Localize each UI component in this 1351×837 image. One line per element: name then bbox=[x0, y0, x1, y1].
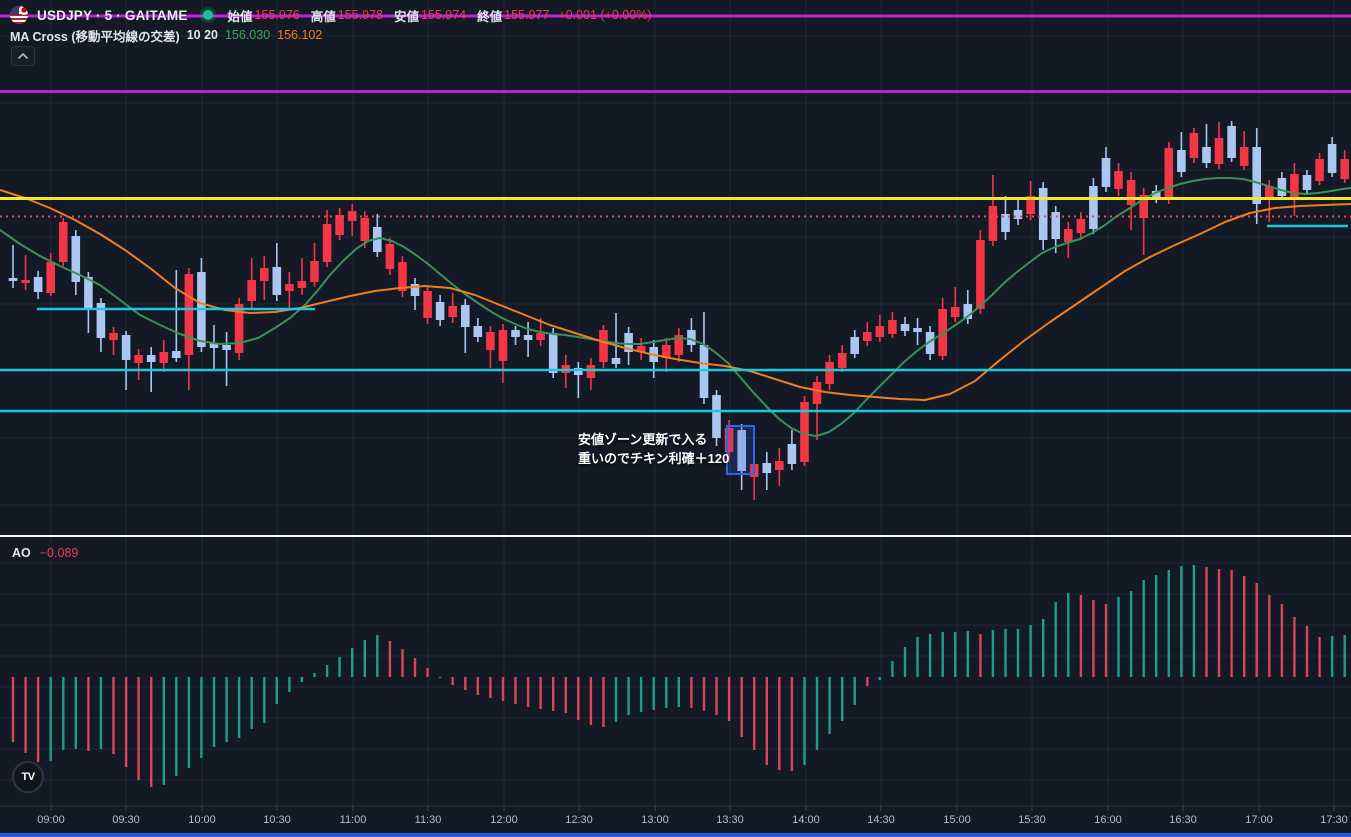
time-label[interactable]: 10:00 bbox=[188, 814, 216, 826]
time-label[interactable]: 15:30 bbox=[1018, 814, 1046, 826]
chevron-up-icon bbox=[18, 53, 28, 59]
time-label[interactable]: 14:00 bbox=[792, 814, 820, 826]
position-highlight-box[interactable] bbox=[726, 425, 755, 475]
trade-note-line1: 安値ゾーン更新で入る bbox=[578, 432, 708, 447]
trade-note-annotation[interactable]: 安値ゾーン更新で入る 重いのでチキン利確＋120 bbox=[578, 430, 729, 468]
tradingview-logo[interactable]: TV bbox=[12, 761, 44, 793]
time-label[interactable]: 09:00 bbox=[37, 814, 65, 826]
ma-fast-value: 156.030 bbox=[224, 28, 271, 42]
change-value: +0.001 (+0.00%) bbox=[558, 8, 652, 22]
ao-histogram bbox=[11, 565, 1346, 787]
indicator-params: 10 20 bbox=[186, 28, 218, 42]
grid-lines bbox=[0, 0, 1351, 806]
usdjpy-flag-icon bbox=[10, 6, 28, 24]
high-value: 高値 155.978 bbox=[310, 8, 383, 24]
time-label[interactable]: 12:00 bbox=[490, 814, 518, 826]
time-label[interactable]: 11:00 bbox=[339, 814, 367, 826]
time-label[interactable]: 10:30 bbox=[263, 814, 291, 826]
time-label[interactable]: 13:00 bbox=[641, 814, 669, 826]
time-label[interactable]: 16:00 bbox=[1094, 814, 1122, 826]
time-label[interactable]: 13:30 bbox=[716, 814, 744, 826]
bottom-accent-bar bbox=[0, 833, 1351, 837]
ao-value: −0.089 bbox=[39, 546, 79, 560]
time-label[interactable]: 14:30 bbox=[867, 814, 895, 826]
panel-chrome bbox=[0, 535, 1351, 811]
indicator-legend[interactable]: MA Cross (移動平均線の交差) 10 20 156.030 156.10… bbox=[10, 26, 322, 44]
us-flag-canton bbox=[10, 6, 19, 15]
open-value: 始値 155.976 bbox=[227, 8, 300, 24]
indicator-name[interactable]: MA Cross (移動平均線の交差) bbox=[10, 29, 180, 44]
japan-flag-icon bbox=[19, 6, 28, 15]
market-status-icon[interactable] bbox=[202, 10, 213, 20]
time-label[interactable]: 17:00 bbox=[1245, 814, 1273, 826]
close-value: 終値 155.977 bbox=[477, 8, 550, 24]
ma-slow-value: 156.102 bbox=[277, 28, 323, 42]
time-label[interactable]: 16:30 bbox=[1169, 814, 1197, 826]
time-label[interactable]: 12:30 bbox=[565, 814, 593, 826]
trade-note-line2: 重いのでチキン利確＋120 bbox=[578, 451, 730, 466]
symbol-header: USDJPY · 5 · GAITAME 始値 155.976 高値 155.9… bbox=[10, 5, 651, 25]
drawn-levels bbox=[0, 14, 1351, 475]
collapse-indicators-button[interactable] bbox=[11, 46, 35, 66]
ao-indicator-legend[interactable]: AO −0.089 bbox=[12, 546, 78, 560]
low-value: 安値 155.974 bbox=[393, 8, 467, 24]
time-label[interactable]: 17:30 bbox=[1320, 814, 1348, 826]
time-label[interactable]: 11:30 bbox=[414, 814, 442, 826]
symbol-title[interactable]: USDJPY · 5 · GAITAME bbox=[37, 7, 188, 23]
ohlc-values: 始値 155.976 高値 155.978 安値 155.974 終値 155.… bbox=[228, 6, 652, 25]
ao-label[interactable]: AO bbox=[12, 546, 31, 560]
time-label[interactable]: 09:30 bbox=[112, 814, 140, 826]
tradingview-logo-glyph: TV bbox=[21, 771, 35, 783]
time-label[interactable]: 15:00 bbox=[943, 814, 971, 826]
time-axis[interactable]: 09:00 09:30 10:00 10:30 11:00 11:30 12:00 12:30… bbox=[0, 806, 1351, 834]
